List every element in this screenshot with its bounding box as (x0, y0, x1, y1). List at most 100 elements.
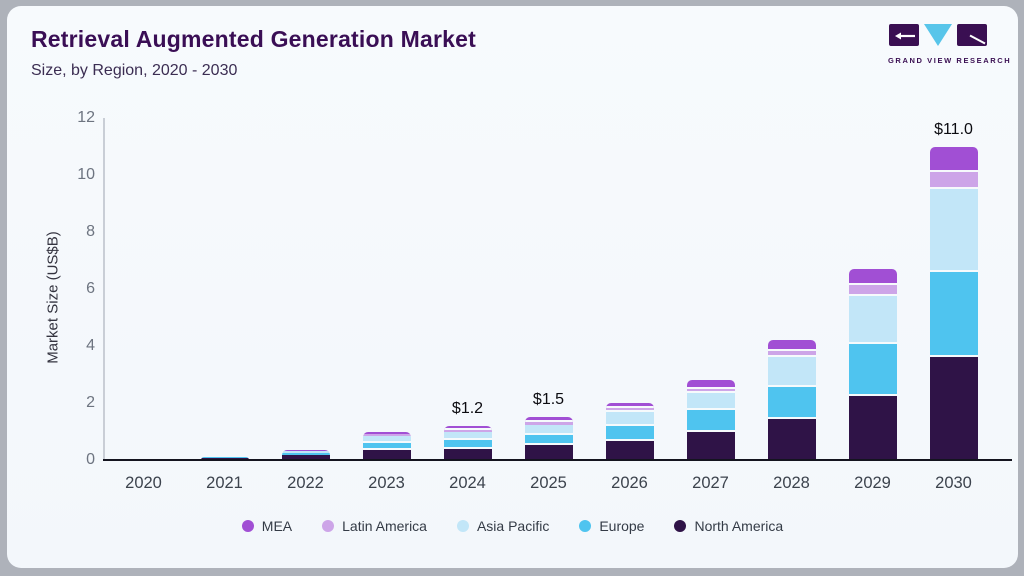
page-title: Retrieval Augmented Generation Market (31, 26, 476, 52)
legend-item-mea: MEA (241, 518, 292, 534)
x-label-2023: 2023 (368, 474, 405, 492)
segment-north-america-2030 (929, 357, 978, 460)
stacked-bar-2027 (686, 380, 735, 460)
x-label-2028: 2028 (773, 474, 810, 492)
value-label-2025: $1.5 (532, 391, 565, 409)
y-tick-8: 8 (86, 223, 95, 240)
report-card: Retrieval Augmented Generation Market Si… (7, 6, 1018, 568)
y-tick-10: 10 (77, 166, 95, 183)
segment-asia-pacific-2025 (524, 424, 573, 435)
stacked-bar-2029 (848, 269, 897, 460)
y-axis-line (103, 118, 105, 460)
legend-dot-latin-america (322, 520, 335, 532)
stacked-bar-2024 (443, 425, 492, 460)
segment-asia-pacific-2024 (443, 432, 492, 441)
y-tick-12: 12 (77, 109, 95, 126)
segment-mea-2030 (929, 146, 978, 173)
x-label-2029: 2029 (854, 474, 891, 492)
bar-slot-2029 (832, 118, 913, 460)
bar-slot-2024: $1.2 (427, 118, 508, 460)
x-label-2021: 2021 (206, 474, 243, 492)
segment-north-america-2027 (686, 432, 735, 460)
segment-europe-2027 (686, 410, 735, 433)
bar-slot-2030: $11.0 (913, 118, 994, 460)
x-label-2020: 2020 (125, 474, 162, 492)
segment-asia-pacific-2021 (200, 456, 249, 458)
legend-label: North America (694, 518, 784, 534)
chart-legend: MEA Latin America Asia Pacific Europe North … (7, 518, 1018, 534)
segment-asia-pacific-2028 (767, 356, 816, 388)
stacked-bar-2028 (767, 340, 816, 460)
bar-slot-2020 (103, 118, 184, 460)
segment-europe-2024 (443, 440, 492, 449)
segment-asia-pacific-2026 (605, 412, 654, 426)
segment-asia-pacific-2027 (686, 393, 735, 411)
plot-area: $1.2 $1.5 $11.0 (103, 118, 994, 460)
stacked-bar-2022 (281, 450, 330, 460)
segment-mea-2029 (848, 269, 897, 286)
x-label-2026: 2026 (611, 474, 648, 492)
segment-latin-america-2026 (605, 408, 654, 413)
legend-dot-europe (579, 520, 592, 532)
stacked-bar-2023 (362, 431, 411, 460)
legend-dot-north-america (674, 520, 687, 532)
segment-mea-2023 (362, 431, 411, 434)
segment-latin-america-2029 (848, 285, 897, 296)
segment-mea-2028 (767, 340, 816, 352)
gvr-logo-icon (889, 24, 987, 46)
gvr-logo: GRAND VIEW RESEARCH (888, 24, 1012, 65)
y-tick-2: 2 (86, 394, 95, 411)
page-subtitle: Size, by Region, 2020 - 2030 (31, 62, 238, 79)
stacked-bar-2026 (605, 403, 654, 460)
segment-mea-2024 (443, 425, 492, 431)
bar-slot-2026 (589, 118, 670, 460)
legend-item-latin-america: Latin America (322, 518, 427, 534)
segment-north-america-2022 (281, 455, 330, 460)
bar-slot-2028 (751, 118, 832, 460)
chart-header: Retrieval Augmented Generation Market Si… (31, 26, 476, 80)
segment-asia-pacific-2023 (362, 435, 411, 444)
segment-europe-2028 (767, 387, 816, 420)
segment-north-america-2026 (605, 440, 654, 460)
bar-slot-2022 (265, 118, 346, 460)
segment-north-america-2029 (848, 396, 897, 460)
bar-slot-2025: $1.5 (508, 118, 589, 460)
segment-north-america-2024 (443, 448, 492, 460)
x-axis-labels: 2020 2021 2022 2023 2024 2025 2026 2027 2028 2029… (103, 474, 994, 493)
x-label-2030: 2030 (935, 474, 972, 492)
segment-north-america-2023 (362, 450, 411, 460)
segment-europe-2023 (362, 443, 411, 451)
bar-slot-2023 (346, 118, 427, 460)
x-label-2022: 2022 (287, 474, 324, 492)
segment-mea-2025 (524, 417, 573, 423)
segment-europe-2022 (281, 452, 330, 456)
segment-mea-2027 (686, 380, 735, 389)
value-label-2024: $1.2 (451, 399, 484, 417)
x-axis-line (103, 459, 1012, 461)
segment-north-america-2028 (767, 419, 816, 460)
segment-latin-america-2023 (362, 433, 411, 436)
stacked-bar-2025 (524, 417, 573, 460)
legend-dot-mea (241, 520, 254, 532)
segment-latin-america-2024 (443, 430, 492, 433)
legend-item-asia-pacific: Asia Pacific (456, 518, 549, 534)
segment-asia-pacific-2030 (929, 189, 978, 272)
segment-latin-america-2025 (524, 422, 573, 425)
legend-item-north-america: North America (674, 518, 783, 534)
x-label-2024: 2024 (449, 474, 486, 492)
gvr-logo-text: GRAND VIEW RESEARCH (888, 56, 1012, 65)
legend-item-europe: Europe (579, 518, 644, 534)
stacked-bar-2030 (929, 146, 978, 460)
segment-north-america-2025 (524, 445, 573, 460)
segment-latin-america-2028 (767, 351, 816, 357)
segment-latin-america-2027 (686, 388, 735, 394)
segment-mea-2026 (605, 403, 654, 409)
value-label-2030: $11.0 (934, 120, 973, 138)
segment-mea-2022 (281, 450, 330, 451)
segment-europe-2021 (200, 457, 249, 459)
y-tick-0: 0 (86, 451, 95, 468)
legend-label: Europe (599, 518, 645, 534)
bar-slot-2027 (670, 118, 751, 460)
segment-europe-2026 (605, 425, 654, 441)
segment-latin-america-2030 (929, 172, 978, 190)
